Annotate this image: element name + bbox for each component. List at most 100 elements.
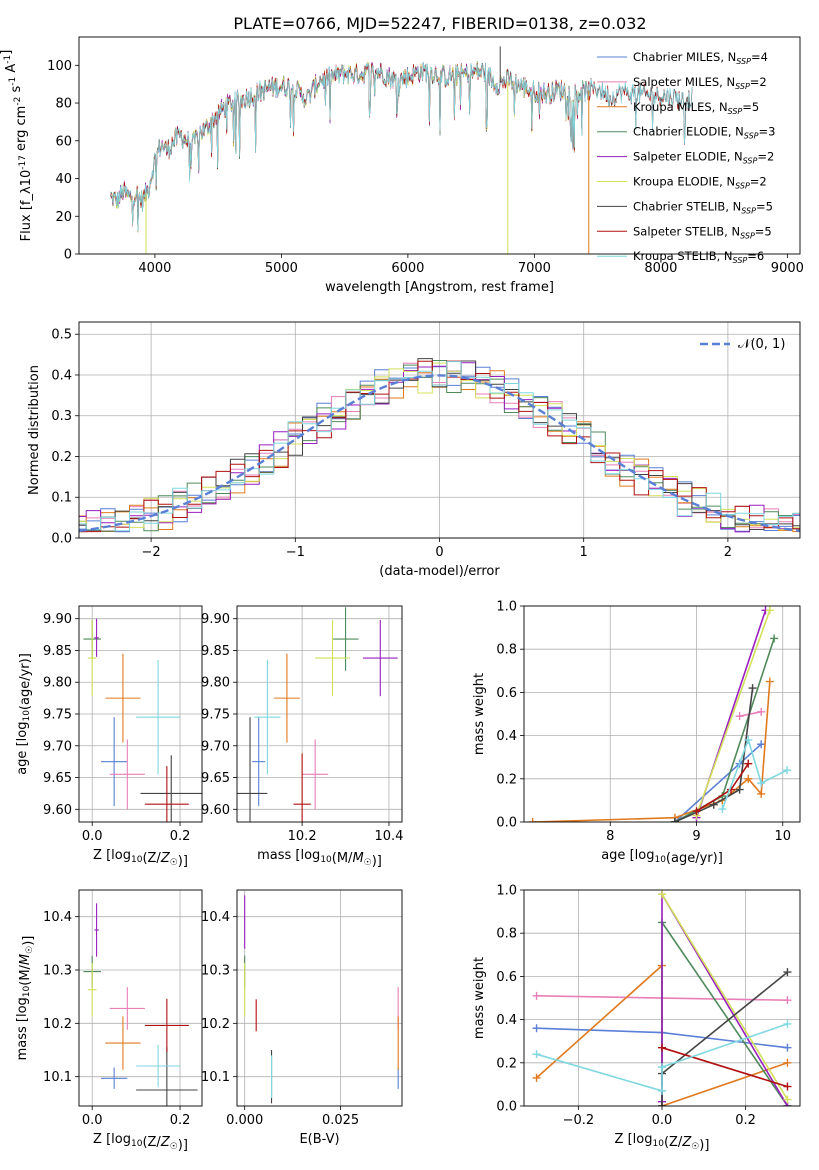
spectrum-kroupa-stelib bbox=[110, 62, 693, 232]
x-tick-label: 10.2 bbox=[288, 829, 317, 844]
errorbar-point bbox=[273, 653, 300, 743]
x-axis-label: mass [log10(M/M☉)] bbox=[257, 848, 382, 869]
y-tick-label: 9.90 bbox=[43, 612, 72, 627]
y-axis-label: mass weight bbox=[472, 673, 487, 755]
legend-entry: Chabrier ELODIE, NSSP=3 bbox=[633, 125, 775, 141]
histogram-kroupa-stelib bbox=[79, 361, 800, 532]
weight-marker bbox=[658, 1102, 666, 1106]
y-tick-label: 9.60 bbox=[201, 803, 230, 818]
errorbar-point bbox=[87, 619, 97, 697]
errorbar-point bbox=[136, 1047, 198, 1106]
y-tick-label: 9.65 bbox=[201, 771, 230, 786]
weight-marker bbox=[532, 991, 541, 1000]
y-axis-label: Flux [f_λ10-17 erg cm-2 s-1 A-1] bbox=[0, 50, 34, 242]
x-axis-label: age [log10(age/yr)] bbox=[601, 848, 723, 866]
panel-residuals: −2 −1 0 1 2 0.0 0.1 0.2 0.3 0.4 0.5 (data-model)/er… bbox=[27, 321, 801, 579]
legend-entry: Chabrier MILES, NSSP=4 bbox=[633, 50, 768, 66]
y-tick-label: 0.5 bbox=[51, 328, 72, 343]
y-tick-label: 10.2 bbox=[201, 1017, 230, 1032]
weight-marker bbox=[670, 818, 679, 822]
x-tick-label: 0.2 bbox=[735, 1113, 756, 1128]
y-tick-label: 10.2 bbox=[43, 1017, 72, 1032]
errorbar-point bbox=[362, 619, 398, 697]
weight-line bbox=[695, 610, 771, 816]
plot-area bbox=[532, 890, 792, 1106]
legend-entry: Kroupa STELIB, NSSP=6 bbox=[633, 249, 764, 265]
weight-line bbox=[661, 971, 789, 1106]
weight-marker bbox=[757, 779, 766, 788]
plot-area bbox=[244, 895, 399, 1104]
weight-line bbox=[661, 919, 789, 1106]
weight-marker bbox=[770, 634, 779, 643]
errorbar-point bbox=[105, 653, 141, 743]
weight-marker bbox=[757, 789, 766, 798]
y-tick-label: 0.0 bbox=[51, 532, 72, 547]
x-tick-label: 10.4 bbox=[374, 829, 403, 844]
weight-line bbox=[661, 893, 789, 1100]
weight-marker bbox=[744, 759, 753, 768]
errorbar-point bbox=[105, 1016, 141, 1070]
x-tick-label: −1 bbox=[286, 545, 305, 560]
x-axis-label: (data-model)/error bbox=[379, 564, 500, 579]
axes-frame bbox=[78, 321, 801, 539]
x-tick-label: −0.2 bbox=[563, 1113, 595, 1128]
errorbar-point bbox=[136, 1044, 181, 1088]
errorbar-point bbox=[237, 717, 268, 822]
errorbar-point bbox=[252, 717, 266, 807]
figure-title: PLATE=0766, MJD=52247, FIBERID=0138, z=0… bbox=[233, 14, 646, 33]
errorbar-point bbox=[94, 903, 99, 957]
x-tick-label: 8000 bbox=[644, 261, 677, 276]
weight-marker bbox=[735, 785, 744, 794]
y-tick-label: 0.8 bbox=[496, 927, 517, 942]
panel-age-vs-mass: 10.2 10.4 9.60 9.65 9.70 9.75 9.80 9.85 9.90 mass… bbox=[201, 605, 403, 869]
weight-marker bbox=[709, 800, 718, 809]
y-tick-label: 10.4 bbox=[43, 910, 72, 925]
legend-entry: Chabrier STELIB, NSSP=5 bbox=[633, 199, 773, 215]
weight-line bbox=[532, 681, 771, 822]
y-tick-label: 100 bbox=[47, 59, 72, 74]
errorbar-point bbox=[109, 987, 145, 1030]
errorbar-point bbox=[109, 739, 145, 810]
panel-mass-vs-Z: 0.0 0.2 10.1 10.2 10.3 10.4 Z [log10(Z/Z☉)] mas… bbox=[15, 889, 203, 1153]
weight-marker bbox=[765, 606, 774, 615]
x-tick-label: 6000 bbox=[391, 261, 424, 276]
y-tick-label: 10.4 bbox=[201, 910, 230, 925]
weight-marker bbox=[783, 1082, 792, 1091]
x-tick-label: 0.0 bbox=[652, 1113, 673, 1128]
x-tick-label: 2 bbox=[724, 545, 732, 560]
y-tick-label: 0.0 bbox=[496, 816, 517, 831]
y-tick-label: 0.2 bbox=[496, 1056, 517, 1071]
y-tick-label: 10.3 bbox=[201, 964, 230, 979]
weight-marker bbox=[757, 740, 766, 749]
errorbar-point bbox=[140, 755, 202, 822]
legend-entry: Kroupa ELODIE, NSSP=2 bbox=[633, 175, 767, 191]
plot-area bbox=[83, 903, 198, 1106]
axes-frame bbox=[236, 889, 403, 1107]
y-tick-label: 40 bbox=[55, 172, 72, 187]
plot-area bbox=[79, 358, 800, 533]
errorbar-point bbox=[315, 619, 350, 697]
y-tick-label: 10.3 bbox=[43, 964, 72, 979]
weight-marker bbox=[532, 1024, 541, 1033]
weight-marker bbox=[658, 1086, 666, 1095]
plot-area bbox=[83, 618, 202, 822]
weight-line bbox=[536, 1023, 788, 1092]
x-tick-label: 0.000 bbox=[226, 1113, 263, 1128]
panel-spectrum: 4000 5000 6000 7000 8000 9000 0 20 40 60 80 100 wave… bbox=[0, 36, 804, 295]
errorbar-point bbox=[254, 660, 281, 775]
y-tick-label: 0.2 bbox=[51, 450, 72, 465]
y-tick-label: 0.1 bbox=[51, 491, 72, 506]
y-tick-label: 20 bbox=[55, 210, 72, 225]
y-tick-label: 1.0 bbox=[496, 600, 517, 615]
y-tick-label: 0.3 bbox=[51, 409, 72, 424]
y-tick-label: 0 bbox=[64, 248, 72, 263]
x-tick-label: 9 bbox=[692, 829, 700, 844]
x-axis-label: Z [log10(Z/Z☉)] bbox=[93, 1132, 188, 1153]
weight-marker bbox=[748, 684, 757, 693]
y-tick-label: 9.75 bbox=[43, 708, 72, 723]
y-axis-label: age [log10(age/yr)] bbox=[15, 653, 33, 775]
weight-marker bbox=[692, 807, 701, 816]
y-tick-label: 9.85 bbox=[201, 644, 230, 659]
y-tick-label: 9.60 bbox=[43, 803, 72, 818]
